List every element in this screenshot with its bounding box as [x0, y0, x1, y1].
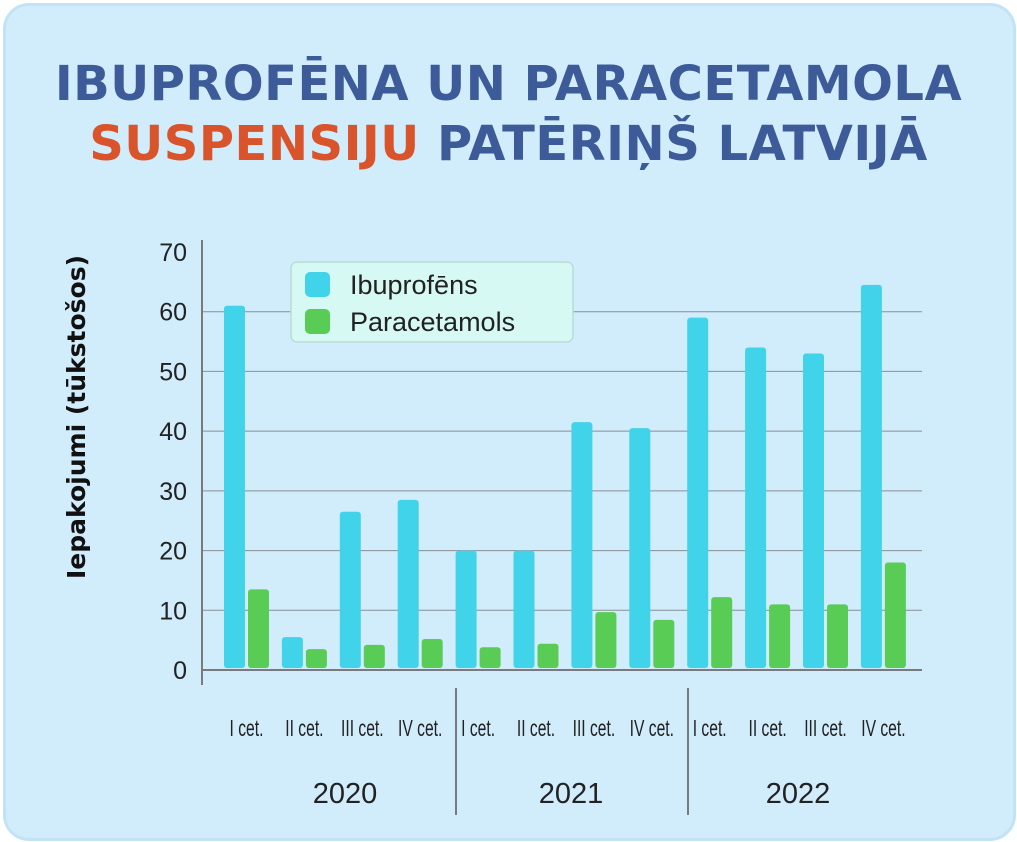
x-tick-label: IV cet.	[861, 716, 905, 742]
bar-ibuprofens	[745, 347, 767, 668]
y-tick-label: 20	[159, 538, 187, 566]
y-tick-label: 40	[159, 418, 187, 446]
y-tick-label: 70	[159, 239, 187, 267]
bar-ibuprofens	[513, 550, 535, 668]
legend-box	[290, 261, 574, 343]
chart-title-accent: SUSPENSIJU	[89, 116, 420, 172]
x-tick-label: I cet.	[461, 716, 495, 742]
bar-paracetamols	[884, 562, 906, 668]
chart-title-line2: SUSPENSIJU PATĒRIŅŠ LATVIJĀ	[0, 116, 1017, 172]
bar-paracetamols	[711, 597, 733, 668]
y-axis-title: Iepakojumi (tūkstošos)	[62, 255, 91, 579]
year-label: 2020	[313, 778, 378, 810]
x-tick-label: III cet.	[341, 716, 384, 742]
chart-title-rest: PATĒRIŅŠ LATVIJĀ	[419, 116, 928, 172]
bar-ibuprofens	[687, 317, 709, 668]
bar-ibuprofens	[455, 550, 477, 668]
x-tick-label: II cet.	[285, 716, 323, 742]
y-tick-label: 50	[159, 358, 187, 386]
year-label: 2021	[539, 778, 604, 810]
bar-paracetamols	[769, 604, 791, 668]
bar-paracetamols	[248, 589, 269, 668]
bar-paracetamols	[479, 647, 501, 668]
bar-ibuprofens	[224, 305, 245, 668]
y-tick-label: 60	[159, 299, 187, 327]
x-tick-label: I cet.	[693, 716, 727, 742]
legend-swatch-paracetamols	[305, 309, 330, 334]
x-tick-label: IV cet.	[398, 716, 442, 742]
bar-paracetamols	[827, 604, 848, 668]
x-tick-label: II cet.	[517, 716, 555, 742]
x-tick-label: III cet.	[573, 716, 616, 742]
x-tick-label: IV cet.	[630, 716, 674, 742]
bar-ibuprofens	[571, 422, 593, 668]
bar-paracetamols	[305, 649, 327, 668]
chart-card	[3, 3, 1016, 841]
bar-ibuprofens	[803, 353, 824, 668]
bar-paracetamols	[421, 638, 443, 668]
legend-label-ibuprofens: Ibuprofēns	[350, 270, 478, 300]
bar-paracetamols	[537, 643, 559, 668]
x-tick-label: I cet.	[230, 716, 264, 742]
x-tick-label: III cet.	[804, 716, 847, 742]
legend-label-paracetamols: Paracetamols	[350, 307, 515, 337]
y-tick-label: 10	[159, 597, 187, 625]
bar-ibuprofens	[860, 284, 882, 668]
x-tick-label: II cet.	[748, 716, 786, 742]
legend-swatch-ibuprofens	[305, 272, 330, 297]
bar-ibuprofens	[339, 511, 361, 668]
bar-paracetamols	[653, 619, 675, 668]
chart-title-line1: IBUPROFĒNA UN PARACETAMOLA	[54, 56, 963, 112]
bar-ibuprofens	[397, 499, 419, 668]
bar-paracetamols	[595, 612, 617, 668]
y-tick-label: 0	[173, 657, 187, 685]
year-label: 2022	[766, 778, 831, 810]
bar-paracetamols	[363, 644, 385, 668]
bar-ibuprofens	[281, 637, 303, 668]
bar-ibuprofens	[629, 428, 651, 668]
y-tick-label: 30	[159, 478, 187, 506]
